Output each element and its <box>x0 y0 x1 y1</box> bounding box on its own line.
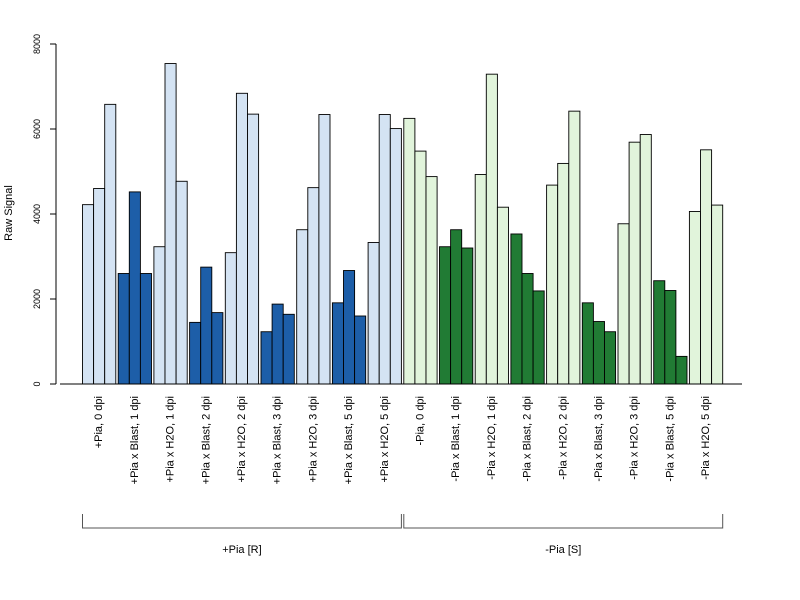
bar <box>343 270 356 385</box>
bar <box>271 303 284 385</box>
bar <box>581 302 594 385</box>
bar <box>425 176 438 385</box>
x-tick-label: +Pia x H2O, 2 dpi <box>236 396 248 483</box>
x-tick-label: +Pia x Blast, 2 dpi <box>200 396 212 484</box>
y-tick-label: 2000 <box>32 289 42 309</box>
group-bracket <box>403 514 724 529</box>
bar <box>117 273 130 385</box>
bar <box>711 204 724 385</box>
bar <box>604 331 617 385</box>
bar <box>532 290 545 385</box>
bar <box>128 191 141 385</box>
y-tick-label: 6000 <box>32 119 42 139</box>
y-tick-label: 0 <box>32 381 42 386</box>
bar <box>235 92 248 385</box>
bar <box>700 149 713 385</box>
bar <box>439 246 452 385</box>
x-tick-label: +Pia, 0 dpi <box>93 396 105 448</box>
bar <box>568 110 581 385</box>
bar <box>450 229 463 385</box>
bar <box>367 242 380 385</box>
x-tick-label: -Pia, 0 dpi <box>414 396 426 446</box>
bar <box>675 355 688 385</box>
bar <box>307 187 320 385</box>
x-tick-label: -Pia x Blast, 2 dpi <box>522 396 534 482</box>
bar <box>496 206 509 385</box>
x-tick-labels: +Pia, 0 dpi +Pia x Blast, 1 dpi +Pia x H2O… <box>93 396 712 484</box>
bar <box>153 246 166 385</box>
bar <box>164 63 177 385</box>
bar <box>247 113 260 385</box>
bar <box>510 233 523 385</box>
x-tick-label: +Pia x H2O, 1 dpi <box>165 396 177 483</box>
x-tick-label: +Pia x Blast, 5 dpi <box>343 396 355 484</box>
bar <box>189 321 202 385</box>
bar <box>557 162 570 385</box>
y-axis-label: Raw Signal <box>3 185 15 241</box>
bar <box>175 180 188 385</box>
bar <box>104 103 117 385</box>
y-axis: 0 2000 4000 6000 8000 <box>32 34 57 387</box>
group-brackets: +Pia [R] -Pia [S] <box>82 514 724 556</box>
bar <box>403 117 416 385</box>
bar <box>200 266 213 385</box>
x-tick-label: -Pia x H2O, 1 dpi <box>486 396 498 480</box>
bar <box>664 290 677 385</box>
bar <box>628 141 641 385</box>
bar <box>592 321 605 385</box>
y-tick-label: 4000 <box>32 204 42 224</box>
group-label: +Pia [R] <box>222 544 261 556</box>
x-tick-label: -Pia x H2O, 5 dpi <box>700 396 712 480</box>
bar <box>639 134 652 385</box>
bar <box>331 302 344 385</box>
bar <box>211 312 224 385</box>
bar <box>521 273 534 385</box>
group-bracket <box>82 514 402 529</box>
group-label: -Pia [S] <box>545 544 581 556</box>
bar <box>296 229 309 385</box>
bar <box>139 273 152 385</box>
x-tick-label: -Pia x H2O, 3 dpi <box>629 396 641 480</box>
bar <box>93 188 106 385</box>
bar <box>224 252 237 385</box>
x-tick-label: -Pia x Blast, 1 dpi <box>450 396 462 482</box>
bar <box>461 247 474 385</box>
bar <box>688 210 701 385</box>
bar <box>282 313 295 385</box>
x-tick-label: -Pia x Blast, 3 dpi <box>593 396 605 482</box>
bar <box>389 128 402 385</box>
bar <box>318 114 331 385</box>
bar <box>485 73 498 385</box>
bar <box>378 114 391 385</box>
x-tick-label: +Pia x H2O, 5 dpi <box>379 396 391 483</box>
x-tick-label: +Pia x Blast, 1 dpi <box>129 396 141 484</box>
bar <box>474 174 487 385</box>
y-tick-label: 8000 <box>32 34 42 54</box>
bar <box>617 223 630 385</box>
bar <box>414 150 427 385</box>
bar <box>653 280 666 385</box>
bar <box>354 315 367 385</box>
x-tick-label: +Pia x Blast, 3 dpi <box>272 396 284 484</box>
bar <box>546 184 559 385</box>
x-tick-label: -Pia x Blast, 5 dpi <box>664 396 676 482</box>
bar <box>260 331 273 385</box>
x-tick-label: +Pia x H2O, 3 dpi <box>307 396 319 483</box>
bar <box>82 204 95 385</box>
bars <box>82 63 724 385</box>
x-tick-label: -Pia x H2O, 2 dpi <box>557 396 569 480</box>
